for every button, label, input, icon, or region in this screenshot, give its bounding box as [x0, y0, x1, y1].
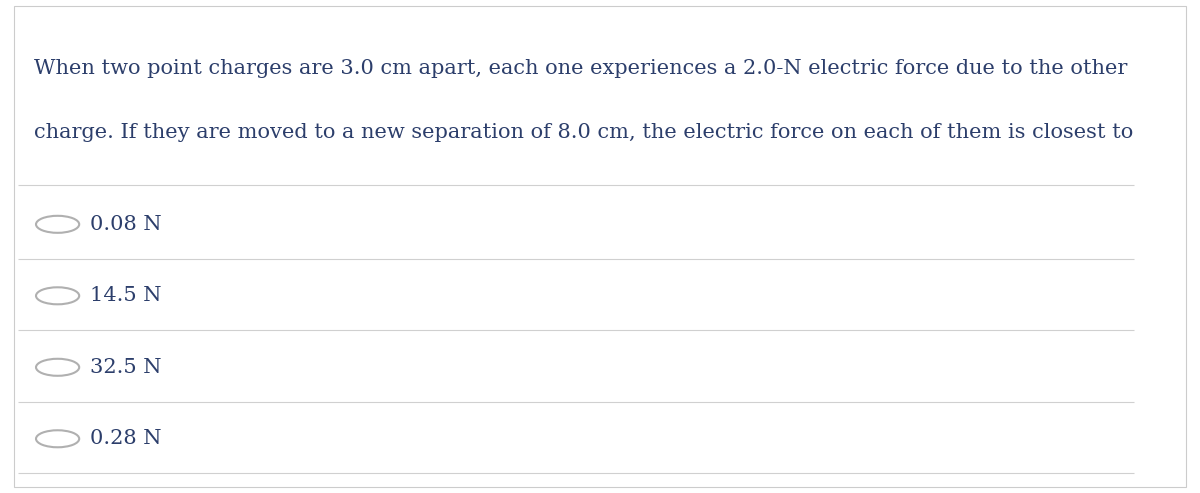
- Text: 32.5 N: 32.5 N: [90, 358, 162, 377]
- Text: 0.08 N: 0.08 N: [90, 215, 162, 234]
- Text: 0.28 N: 0.28 N: [90, 429, 162, 448]
- Text: 14.5 N: 14.5 N: [90, 286, 162, 305]
- Text: charge. If they are moved to a new separation of 8.0 cm, the electric force on e: charge. If they are moved to a new separ…: [34, 123, 1133, 142]
- Text: When two point charges are 3.0 cm apart, each one experiences a 2.0-N electric f: When two point charges are 3.0 cm apart,…: [34, 59, 1127, 78]
